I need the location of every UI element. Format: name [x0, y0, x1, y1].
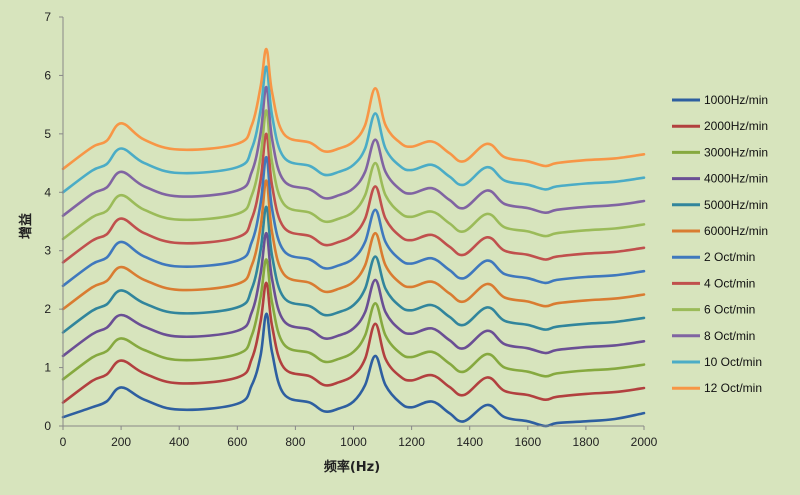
y-tick-labels: 0 1 2 3 4 5 6 7: [44, 10, 63, 433]
series-line-5: [61, 205, 646, 334]
legend-label: 1000Hz/min: [704, 93, 768, 107]
x-tick-label: 1000: [340, 435, 367, 449]
x-tick-label: 1200: [398, 435, 425, 449]
y-tick-label: 7: [44, 10, 51, 24]
x-tick-label: 2000: [631, 435, 658, 449]
y-axis-title: 增益: [18, 213, 34, 239]
y-tick-label: 4: [44, 185, 51, 199]
series-line-4: [61, 231, 646, 358]
series-line-3: [61, 258, 646, 381]
series-line-2: [61, 281, 646, 404]
legend-label: 8 Oct/min: [704, 329, 755, 343]
series-line-6: [61, 179, 646, 311]
y-tick-label: 3: [44, 244, 51, 258]
legend-label: 6 Oct/min: [704, 303, 755, 317]
y-tick-label: 5: [44, 127, 51, 141]
legend-label: 4000Hz/min: [704, 172, 768, 186]
x-tick-label: 200: [111, 435, 131, 449]
y-tick-label: 0: [44, 419, 51, 433]
x-axis-title: 频率(Hz): [324, 459, 380, 475]
series-line-12: [61, 47, 646, 171]
x-tick-label: 1800: [573, 435, 600, 449]
series-line-8: [61, 132, 646, 264]
series-line-7: [61, 155, 646, 288]
legend-label: 3000Hz/min: [704, 145, 768, 159]
legend-label: 5000Hz/min: [704, 198, 768, 212]
plot-lines: [61, 47, 646, 428]
x-tick-label: 1400: [456, 435, 483, 449]
series-line-11: [61, 65, 646, 194]
series-line-9: [61, 109, 646, 241]
x-tick-labels: 0 200 400 600 800 1000 1200 1400 1600 1800 2000: [60, 426, 658, 449]
series-line-1: [61, 312, 646, 428]
axes: [62, 17, 644, 427]
legend-label: 4 Oct/min: [704, 276, 755, 290]
x-tick-label: 800: [285, 435, 305, 449]
y-tick-label: 2: [44, 302, 51, 316]
series-line-10: [61, 85, 646, 217]
y-tick-label: 6: [44, 68, 51, 82]
legend-label: 2000Hz/min: [704, 119, 768, 133]
legend-label: 12 Oct/min: [704, 381, 762, 395]
x-tick-label: 0: [60, 435, 67, 449]
x-tick-label: 600: [227, 435, 247, 449]
legend-label: 2 Oct/min: [704, 250, 755, 264]
legend-label: 6000Hz/min: [704, 224, 768, 238]
x-tick-label: 400: [169, 435, 189, 449]
legend: 1000Hz/min 2000Hz/min 3000Hz/min 4000Hz/min…: [672, 93, 768, 395]
y-tick-label: 1: [44, 361, 51, 375]
x-tick-label: 1600: [514, 435, 541, 449]
legend-label: 10 Oct/min: [704, 355, 762, 369]
